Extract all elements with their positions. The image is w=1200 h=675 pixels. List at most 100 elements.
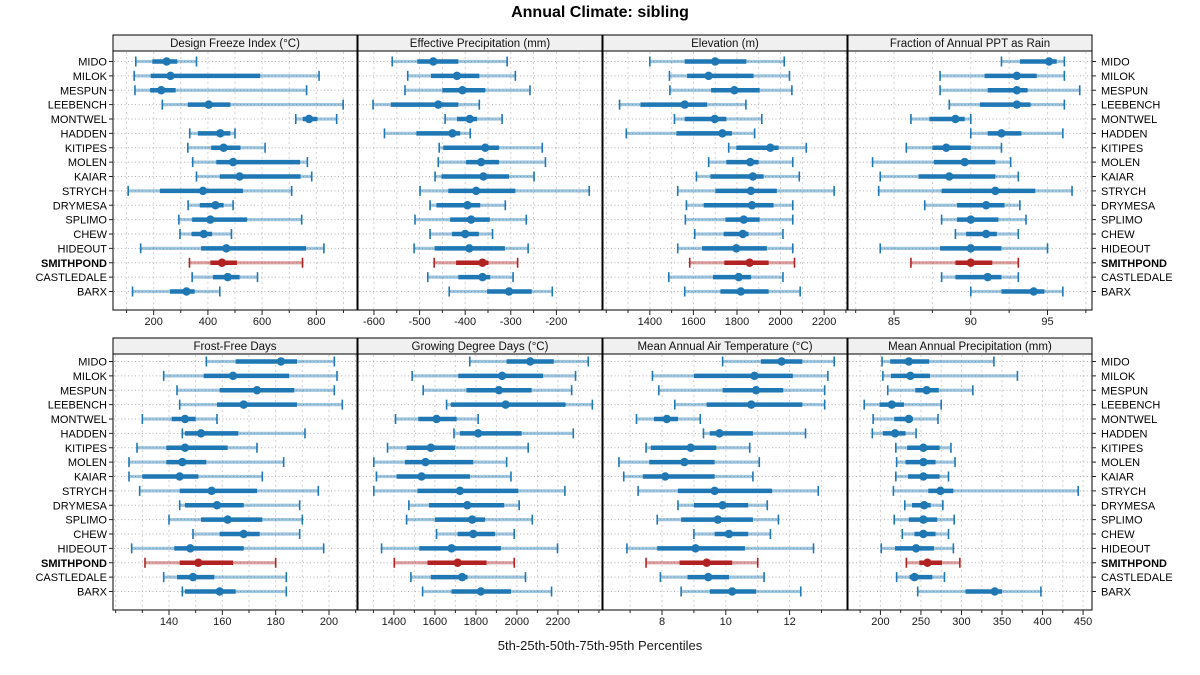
series-splimo bbox=[656, 514, 780, 525]
site-label-left: MIDO bbox=[78, 57, 107, 69]
median-dot bbox=[417, 472, 426, 481]
panel-box bbox=[602, 50, 848, 311]
median-dot bbox=[745, 258, 754, 267]
panel-box bbox=[112, 50, 358, 311]
median-dot bbox=[455, 486, 465, 496]
panel-frost-free-days: Frost-Free Days 140 160 180 200 bbox=[109, 337, 358, 628]
series-leebench bbox=[618, 99, 747, 110]
median-dot bbox=[1012, 86, 1022, 95]
site-label-left: DRYMESA bbox=[53, 200, 108, 212]
x-tick-label: 200 bbox=[871, 616, 889, 628]
median-dot bbox=[732, 244, 741, 253]
panel-strip-title: Effective Precipitation (mm) bbox=[410, 38, 551, 50]
median-dot bbox=[686, 443, 695, 452]
median-dot bbox=[747, 400, 756, 409]
series-castledale bbox=[895, 572, 946, 583]
median-dot bbox=[228, 371, 238, 381]
median-dot bbox=[204, 100, 213, 109]
series-hideout bbox=[130, 543, 325, 554]
series-molen bbox=[707, 157, 794, 168]
site-label-right: STRYCH bbox=[1101, 486, 1146, 498]
median-dot bbox=[223, 515, 232, 524]
series-kitipes bbox=[905, 142, 1003, 153]
median-dot bbox=[180, 443, 190, 452]
median-dot bbox=[432, 414, 441, 424]
series-kitipes bbox=[645, 442, 751, 453]
x-tick-label: -200 bbox=[545, 316, 567, 328]
median-dot bbox=[206, 215, 215, 224]
site-label-left: HADDEN bbox=[61, 128, 108, 140]
series-milok bbox=[162, 370, 338, 381]
median-dot bbox=[936, 486, 945, 496]
series-strych bbox=[127, 185, 293, 196]
median-dot bbox=[476, 587, 486, 596]
site-label-right: CHEW bbox=[1101, 229, 1135, 241]
site-label-left: HIDEOUT bbox=[58, 243, 108, 255]
site-label-left: MESPUN bbox=[60, 385, 107, 397]
series-mido bbox=[721, 356, 836, 367]
series-splimo bbox=[414, 214, 528, 225]
series-mespun bbox=[669, 85, 793, 96]
median-dot bbox=[747, 201, 757, 210]
series-molen bbox=[895, 457, 956, 468]
panel-growing-degree-days-c: Growing Degree Days (°C) 1400 1600 1800 2000… bbox=[357, 337, 603, 628]
median-dot bbox=[239, 529, 248, 539]
series-drymesa bbox=[429, 200, 507, 211]
x-tick-label: 1400 bbox=[382, 616, 406, 628]
series-castledale bbox=[659, 572, 765, 583]
series-montwel bbox=[394, 414, 479, 424]
series-splimo bbox=[893, 514, 955, 525]
panel-strip-title: Fraction of Annual PPT as Rain bbox=[890, 38, 1050, 50]
x-tick-label: 1600 bbox=[681, 316, 705, 328]
series-chew bbox=[435, 529, 516, 539]
median-dot bbox=[660, 472, 670, 481]
median-dot bbox=[180, 414, 190, 424]
series-drymesa bbox=[178, 500, 301, 511]
median-dot bbox=[222, 244, 231, 253]
series-molen bbox=[437, 157, 547, 168]
site-label-left: HADDEN bbox=[61, 428, 108, 440]
median-dot bbox=[217, 258, 227, 267]
median-dot bbox=[1012, 71, 1022, 81]
series-smithpond bbox=[688, 257, 796, 268]
panel-box bbox=[847, 353, 1093, 611]
x-tick-label: 85 bbox=[888, 316, 900, 328]
series-milok bbox=[411, 370, 577, 381]
x-tick-label: 90 bbox=[965, 316, 977, 328]
median-dot bbox=[239, 400, 248, 409]
median-dot bbox=[421, 457, 430, 467]
site-label-right: SMITHPOND bbox=[1101, 558, 1167, 570]
median-dot bbox=[910, 572, 919, 582]
series-kitipes bbox=[438, 142, 544, 153]
median-dot bbox=[734, 272, 743, 282]
percentiles-caption: 5th-25th-50th-75th-95th Percentiles bbox=[497, 638, 703, 653]
median-dot bbox=[922, 386, 931, 395]
median-dot bbox=[219, 143, 228, 152]
panel-mean-annual-precipitation-mm: Mean Annual Precipitation (mm) 200 250 300 3… bbox=[847, 337, 1096, 628]
median-dot bbox=[919, 501, 929, 510]
median-dot bbox=[680, 100, 689, 109]
median-dot bbox=[710, 486, 719, 496]
series-kaiar bbox=[434, 171, 535, 182]
series-strych bbox=[419, 185, 591, 196]
panel-strip-title: Design Freeze Index (°C) bbox=[170, 38, 300, 50]
series-milok bbox=[406, 70, 517, 81]
series-drymesa bbox=[408, 500, 520, 511]
median-dot bbox=[750, 371, 759, 381]
panel-box bbox=[357, 353, 603, 611]
series-montwel bbox=[141, 414, 218, 424]
series-milok bbox=[133, 70, 320, 81]
panel-strip-title: Elevation (m) bbox=[691, 38, 759, 50]
series-montwel bbox=[673, 114, 763, 124]
site-label-right: MOLEN bbox=[1101, 457, 1140, 469]
site-label-right: HADDEN bbox=[1101, 128, 1148, 140]
x-tick-label: 400 bbox=[1033, 616, 1051, 628]
series-mido bbox=[649, 56, 786, 67]
series-hideout bbox=[380, 543, 559, 554]
site-label-right: SPLIMO bbox=[1101, 215, 1143, 227]
site-label-left: CASTLEDALE bbox=[35, 272, 107, 284]
series-barx bbox=[131, 286, 221, 297]
median-dot bbox=[501, 400, 510, 409]
series-kaiar bbox=[195, 171, 313, 182]
x-tick-label: 2200 bbox=[546, 616, 570, 628]
